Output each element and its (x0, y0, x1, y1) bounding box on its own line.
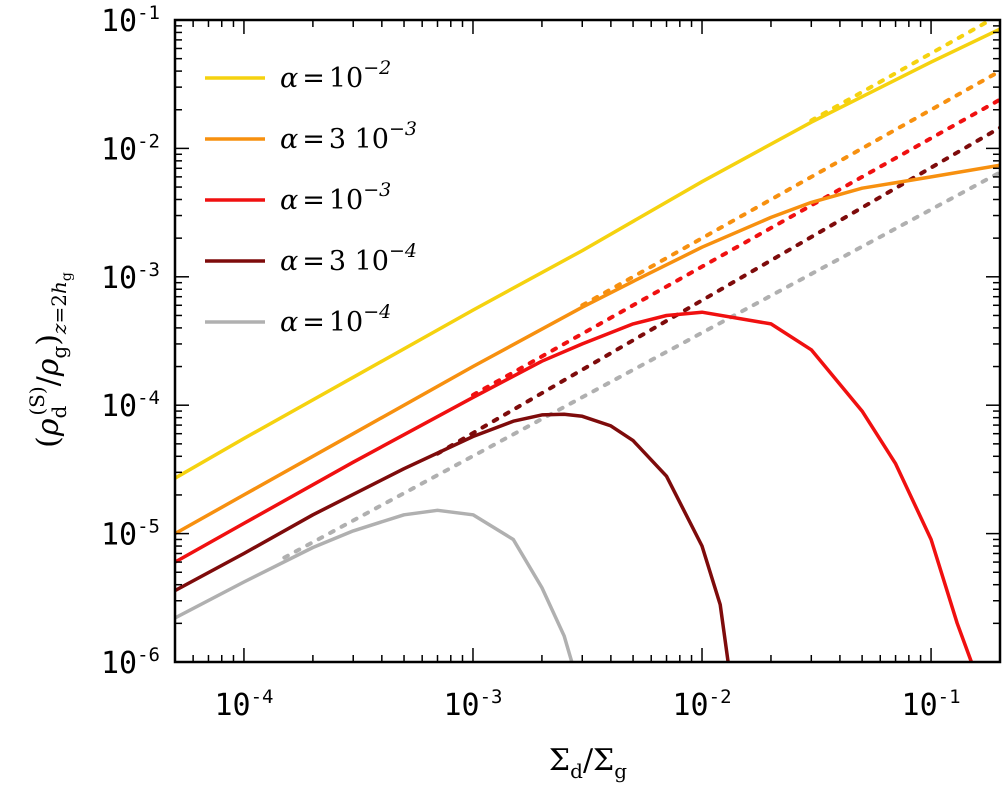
y-tick-label: 10-6 (101, 644, 160, 681)
y-axis-label: (ρd(S)/ρg)z=2hg (25, 272, 75, 448)
x-tick-label: 10-2 (673, 686, 732, 723)
y-tick-label: 10-4 (101, 387, 160, 424)
x-axis-label: Σd/Σg (549, 743, 627, 783)
plot-frame (173, 18, 1002, 664)
legend-item: α = 3 10−4 (205, 240, 417, 277)
legend-label: α = 3 10−3 (280, 118, 417, 155)
series-3-ideal-line (435, 125, 1000, 456)
series-layer (175, 20, 1000, 662)
y-tick-label: 10-5 (101, 516, 160, 553)
legend-item: α = 10−3 (205, 179, 391, 216)
series-1-line (175, 163, 1000, 536)
y-tick-label: 10-3 (101, 259, 160, 296)
x-tick-label: 10-3 (443, 686, 502, 723)
x-tick-label: 10-1 (902, 686, 961, 723)
legend-item: α = 10−4 (205, 301, 391, 338)
series-3-line (175, 412, 730, 662)
legend-label: α = 10−4 (280, 301, 391, 338)
series-4-ideal-line (282, 170, 1000, 560)
series-0-ideal-line (809, 20, 995, 123)
legend-label: α = 10−3 (280, 179, 391, 216)
legend: α = 10−2 α = 3 10−3 α = 10−3 α = 3 10−4 α = 10−4 (205, 57, 417, 338)
legend-item: α = 3 10−3 (205, 118, 417, 155)
y-tick-label: 10-2 (101, 130, 160, 167)
series-2-ideal-line (471, 97, 1000, 397)
series-2-line (175, 310, 974, 662)
legend-item: α = 10−2 (205, 57, 391, 94)
legend-label: α = 10−2 (280, 57, 391, 94)
series-4-line (175, 508, 574, 662)
x-tick-label: 10-4 (214, 686, 273, 723)
series-1-ideal-line (580, 69, 1000, 308)
y-tick-label: 10-1 (101, 2, 160, 39)
legend-label: α = 3 10−4 (280, 240, 417, 277)
series-0-line (175, 27, 1000, 480)
tick-layer: 10-4 10-3 10-2 10-1 10-6 10-5 10-4 10-3 10-2 10-1 (101, 2, 1001, 723)
